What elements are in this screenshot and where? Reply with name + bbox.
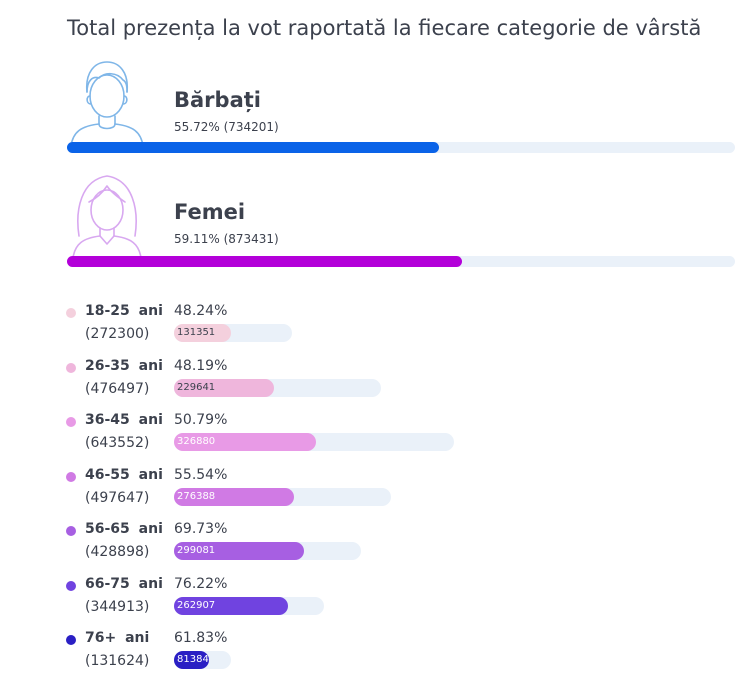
age-group-percent: 61.83% <box>174 630 228 646</box>
age-group-row: 76+ ani (131624) 61.83% 81384 <box>66 629 486 679</box>
age-group-percent: 48.19% <box>174 357 228 374</box>
age-group-total: (497647) <box>85 489 150 506</box>
age-group-dot <box>66 526 76 536</box>
age-group-label: 66-75 ani <box>85 575 163 592</box>
age-group-row: 36-45 ani (643552) 50.79% 326880 <box>66 411 486 461</box>
age-group-dot <box>66 580 76 591</box>
man-icon <box>70 61 144 147</box>
age-group-votes: 229641 <box>177 381 216 393</box>
age-group-dot <box>66 471 76 482</box>
male-bar-fill <box>67 142 440 153</box>
age-group-dot <box>66 635 76 645</box>
age-group-bar-track: 276388 <box>174 487 391 506</box>
age-group-bar-track: 299081 <box>174 542 361 560</box>
age-group-bar-fill: 81384 <box>174 651 210 669</box>
age-group-row: 46-55 ani (497647) 55.54% 276388 <box>66 466 486 516</box>
age-group-bar-fill: 262907 <box>174 596 289 615</box>
age-group-row: 66-75 ani (344913) 76.22% 262907 <box>66 575 486 625</box>
age-group-bar-fill: 299081 <box>174 542 305 560</box>
age-group-votes: 262907 <box>177 599 216 611</box>
age-group-label: 76+ ani <box>85 630 150 646</box>
age-group-label: 26-35 ani <box>85 357 163 374</box>
age-group-bar-track: 326880 <box>174 433 454 451</box>
age-group-label: 46-55 ani <box>85 466 163 483</box>
age-group-bar-fill: 131351 <box>174 324 232 342</box>
age-group-row: 56-65 ani (428898) 69.73% 299081 <box>66 520 486 570</box>
age-group-label: 36-45 ani <box>85 412 163 428</box>
woman-icon <box>72 175 142 259</box>
female-stat: 59.11% (873431) <box>174 232 279 246</box>
age-group-total: (476497) <box>85 380 150 397</box>
age-group-dot <box>66 417 76 427</box>
age-group-percent: 50.79% <box>174 412 228 428</box>
age-group-bar-fill: 326880 <box>174 433 317 451</box>
female-section: Femei 59.11% (873431) <box>67 170 735 280</box>
age-group-row: 18-25 ani (272300) 48.24% 131351 <box>66 302 486 352</box>
age-group-percent: 76.22% <box>174 575 228 592</box>
age-group-bar-track: 81384 <box>174 651 232 669</box>
age-group-percent: 48.24% <box>174 303 228 319</box>
chart-title: Total prezența la vot raportată la fieca… <box>67 16 702 40</box>
age-group-bar-track: 262907 <box>174 596 325 615</box>
male-bar-track <box>67 142 735 153</box>
age-group-votes: 131351 <box>177 327 216 338</box>
age-group-percent: 69.73% <box>174 521 228 537</box>
age-group-row: 26-35 ani (476497) 48.19% 229641 <box>66 357 486 407</box>
age-group-percent: 55.54% <box>174 466 228 483</box>
age-group-total: (344913) <box>85 598 150 615</box>
age-group-total: (131624) <box>85 653 150 669</box>
age-group-dot <box>66 308 76 318</box>
age-group-votes: 81384 <box>177 654 209 665</box>
age-group-bar-track: 131351 <box>174 324 293 342</box>
female-bar-fill <box>67 256 462 267</box>
age-group-total: (643552) <box>85 435 150 451</box>
age-group-votes: 326880 <box>177 436 216 447</box>
age-group-total: (272300) <box>85 326 150 342</box>
age-group-label: 56-65 ani <box>85 521 163 537</box>
male-section: Bărbați 55.72% (734201) <box>67 58 735 168</box>
age-group-total: (428898) <box>85 544 150 560</box>
age-group-label: 18-25 ani <box>85 303 163 319</box>
male-stat: 55.72% (734201) <box>174 120 279 134</box>
female-label: Femei <box>174 200 246 224</box>
age-group-votes: 299081 <box>177 545 216 556</box>
female-bar-track <box>67 256 735 267</box>
age-group-bar-track: 229641 <box>174 378 382 397</box>
age-group-votes: 276388 <box>177 490 216 502</box>
age-group-bar-fill: 276388 <box>174 487 295 506</box>
age-group-dot <box>66 362 76 373</box>
age-group-bar-fill: 229641 <box>174 378 274 397</box>
male-label: Bărbați <box>174 88 261 112</box>
